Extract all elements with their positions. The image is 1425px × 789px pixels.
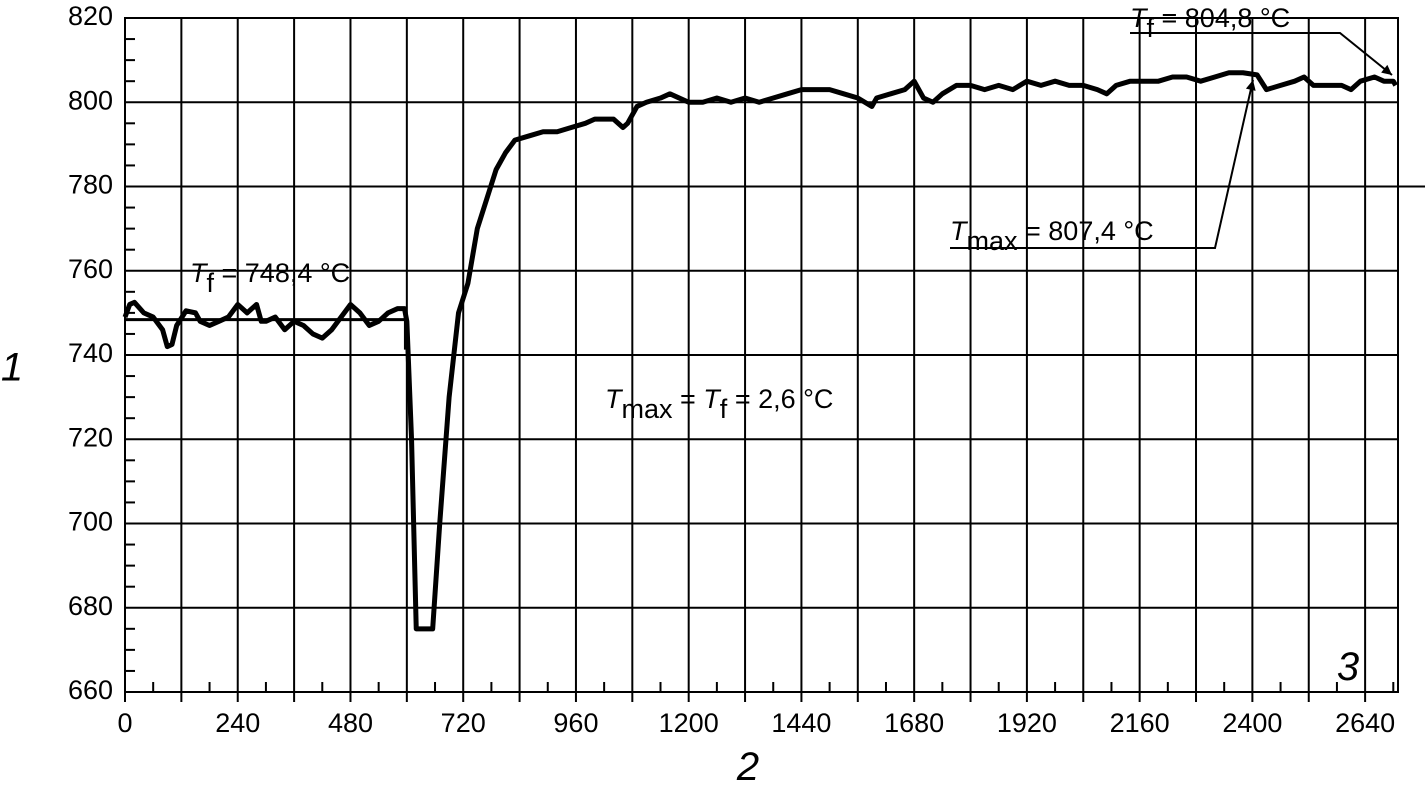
annotation-text: T	[190, 258, 209, 288]
data-line	[122, 70, 1398, 632]
y-tick-label: 820	[68, 1, 113, 31]
leader-line	[950, 79, 1256, 249]
x-axis-label: 2	[736, 745, 759, 789]
annotation-text: max	[967, 226, 1019, 256]
y-tick-label: 740	[68, 338, 113, 368]
x-tick-label: 720	[441, 708, 486, 738]
x-tick-label: 2640	[1335, 708, 1395, 738]
leader-line	[1130, 32, 1393, 76]
x-tick-label: 480	[328, 708, 373, 738]
y-axis-label: 1	[1, 346, 23, 390]
y-tick-label: 780	[68, 170, 113, 200]
annotation-text: f	[1147, 13, 1155, 43]
annotation: Tmax = 807,4 °C	[950, 216, 1154, 256]
y-tick-label: 700	[68, 507, 113, 537]
x-tick-label: 1920	[997, 708, 1057, 738]
y-tick-label: 720	[68, 422, 113, 452]
panel-label: 3	[1337, 645, 1359, 689]
annotation-text: max	[622, 394, 674, 424]
x-tick-label: 1200	[659, 708, 719, 738]
x-tick-label: 2400	[1222, 708, 1282, 738]
x-tick-label: 240	[215, 708, 260, 738]
annotation: Tmax = Tf = 2,6 °C	[605, 384, 833, 424]
x-tick-label: 960	[553, 708, 598, 738]
annotation: Tf = 804,8 °C	[1130, 3, 1290, 43]
plot-frame	[124, 17, 1399, 693]
annotation-text: T	[1130, 3, 1149, 33]
annotation-text: T	[605, 384, 624, 414]
annotation-text: f	[720, 394, 728, 424]
x-tick-label: 0	[117, 708, 132, 738]
annotation-text: f	[207, 268, 215, 298]
x-tick-label: 1680	[884, 708, 944, 738]
y-tick-label: 680	[68, 591, 113, 621]
annotation-text: =	[673, 384, 704, 414]
x-tick-label: 1440	[771, 708, 831, 738]
y-tick-label: 660	[68, 675, 113, 705]
annotation: Tf = 748,4 °C	[190, 258, 350, 298]
y-tick-label: 760	[68, 254, 113, 284]
x-tick-label: 2160	[1110, 708, 1170, 738]
annotation-text: = 807,4 °C	[1018, 216, 1154, 246]
annotation-text: = 2,6 °C	[727, 384, 833, 414]
annotation-text: T	[703, 384, 722, 414]
annotation-text: = 804,8 °C	[1154, 3, 1290, 33]
annotation-text: = 748,4 °C	[214, 258, 350, 288]
y-tick-label: 800	[68, 85, 113, 115]
annotation-text: T	[950, 216, 969, 246]
